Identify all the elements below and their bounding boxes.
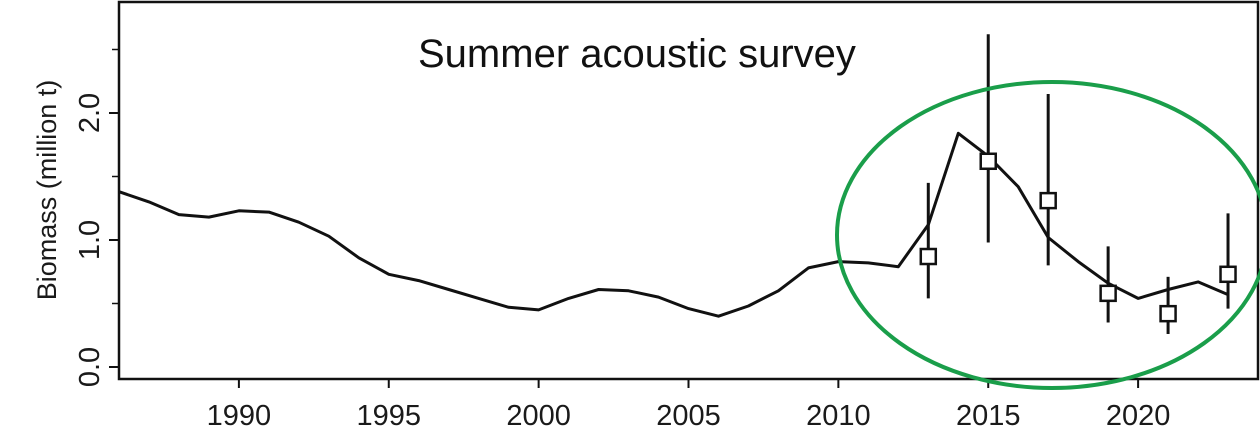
- x-tick-label: 2020: [1106, 400, 1171, 432]
- markers-layer: [919, 34, 1237, 334]
- y-tick-label: 1.0: [74, 220, 106, 260]
- x-axis: 1990 1995 2000 2005 2010 2015 2020: [207, 379, 1171, 432]
- biomass-line: [118, 131, 1229, 318]
- survey-point-marker: [1219, 265, 1237, 284]
- y-axis-title: Biomass (million t): [32, 80, 62, 301]
- survey-point-marker: [1159, 304, 1177, 323]
- x-tick-label: 2010: [806, 400, 871, 432]
- survey-point-marker: [979, 152, 997, 171]
- survey-point-marker: [919, 247, 938, 266]
- y-axis: 0.0 1.0 2.0: [74, 48, 119, 387]
- survey-point-marker: [1039, 191, 1057, 210]
- survey-point-marker: [1099, 284, 1117, 303]
- y-tick-label: 0.0: [74, 347, 106, 387]
- x-tick-label: 2015: [956, 400, 1021, 432]
- chart-title: Summer acoustic survey: [418, 32, 856, 76]
- x-tick-label: 1995: [357, 400, 422, 432]
- x-tick-label: 2000: [506, 400, 571, 432]
- y-tick-label: 2.0: [74, 93, 106, 133]
- highlight-ellipse: [835, 80, 1260, 390]
- series-layer: [118, 131, 1229, 318]
- x-tick-label: 1990: [207, 400, 272, 432]
- x-tick-label: 2005: [656, 400, 721, 432]
